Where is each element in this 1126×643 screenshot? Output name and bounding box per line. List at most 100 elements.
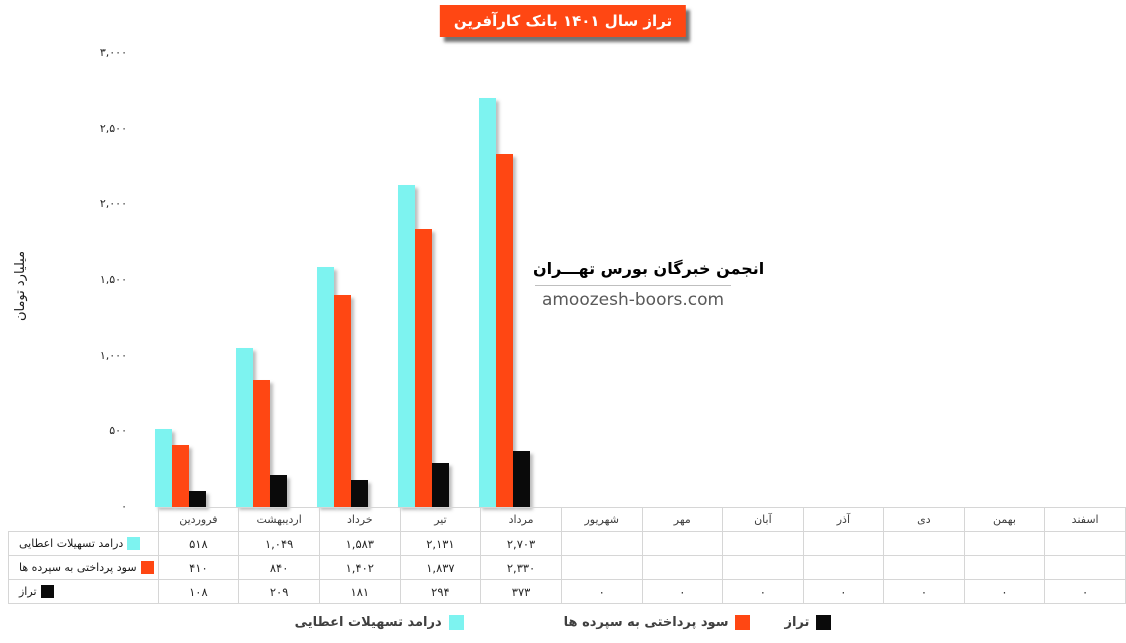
value-cell xyxy=(641,531,724,556)
value-cell xyxy=(560,531,643,556)
value-cell xyxy=(722,555,804,580)
value-cell: ۲,۷۰۳ xyxy=(480,531,562,556)
bar-series1-month1 xyxy=(253,380,270,507)
value-cell: ۱,۴۰۲ xyxy=(319,555,401,580)
value-cell: ۲۹۴ xyxy=(399,579,482,604)
bar-series0-month1 xyxy=(236,348,253,507)
series-label: درامد تسهیلات اعطایی xyxy=(19,537,124,550)
value-cell: ۰ xyxy=(883,579,965,604)
month-header-cell: مهر xyxy=(641,507,724,532)
month-header-cell: مرداد xyxy=(480,507,562,532)
value-cell xyxy=(963,555,1046,580)
month-header-cell: خرداد xyxy=(319,507,401,532)
bar-series2-month2 xyxy=(351,480,368,507)
value-cell: ۲,۳۳۰ xyxy=(480,555,562,580)
series-swatch-icon xyxy=(127,537,141,550)
series-swatch-icon xyxy=(140,561,154,574)
series-header-cell: تراز xyxy=(8,579,159,604)
bar-series2-month1 xyxy=(270,475,287,507)
watermark-url: amoozesh-boors.com xyxy=(541,290,725,310)
legend-swatch-icon xyxy=(448,614,464,630)
value-cell: ۰ xyxy=(802,579,885,604)
month-header-cell: شهریور xyxy=(560,507,643,532)
month-header-cell: آذر xyxy=(802,507,885,532)
bar-series1-month4 xyxy=(496,154,513,507)
bar-series2-month0 xyxy=(189,491,206,507)
series-label: تراز xyxy=(19,585,37,598)
month-header-cell: دی xyxy=(883,507,965,532)
value-cell: ۳۷۳ xyxy=(480,579,562,604)
series-swatch-icon xyxy=(40,585,54,598)
data-table: فروردین اردیبهشت خرداد تیر مرداد شهریور مهر آبا… xyxy=(8,507,1126,604)
bar-series0-month0 xyxy=(155,429,172,507)
bar-series1-month2 xyxy=(334,295,351,507)
value-cell xyxy=(722,531,804,556)
y-axis-title: میلیارد تومان xyxy=(13,250,28,322)
value-cell xyxy=(641,555,724,580)
legend-swatch-icon xyxy=(735,614,751,630)
series-label: سود پرداختی به سپرده ها xyxy=(19,561,137,574)
y-tick-label: ۲,۵۰۰ xyxy=(99,121,127,135)
legend-item-series0: درامد تسهیلات اعطایی xyxy=(294,614,464,630)
watermark: انجمن خبرگان بورس تهـــران amoozesh-boor… xyxy=(533,259,765,310)
chart-title-banner: تراز سال ۱۴۰۱ بانک کارآفرین xyxy=(439,5,687,37)
legend-item-series1: سود پرداختی به سپرده ها xyxy=(563,614,751,630)
value-cell: ۱,۵۸۳ xyxy=(319,531,401,556)
value-cell: ۱۰۸ xyxy=(157,579,240,604)
table-month-row: فروردین اردیبهشت خرداد تیر مرداد شهریور مهر آبا… xyxy=(9,507,1126,532)
bar-series1-month3 xyxy=(415,229,432,507)
legend-swatch-icon xyxy=(816,614,832,630)
bottom-legend: درامد تسهیلات اعطایی سود پرداختی به سپرده… xyxy=(0,609,1126,635)
series-header-cell: سود پرداختی به سپرده ها xyxy=(8,555,159,580)
value-cell xyxy=(883,531,965,556)
month-header-cell: تیر xyxy=(399,507,482,532)
y-tick-label: ۲,۰۰۰ xyxy=(99,197,127,211)
value-cell xyxy=(963,531,1046,556)
month-header-cell: اسفند xyxy=(1044,507,1126,532)
legend-label: تراز xyxy=(784,614,810,630)
table-row-series0: درامد تسهیلات اعطایی ۵۱۸ ۱,۰۴۹ ۱,۵۸۳ ۲,۱۳۱ ۲,… xyxy=(8,531,1126,556)
bar-series0-month4 xyxy=(479,98,496,507)
value-cell: ۰ xyxy=(560,579,643,604)
month-header-cell: آبان xyxy=(722,507,804,532)
table-corner-cell xyxy=(9,508,159,532)
value-cell xyxy=(560,555,643,580)
month-header-cell: بهمن xyxy=(963,507,1046,532)
table-body: فروردین اردیبهشت خرداد تیر مرداد شهریور مهر آبا… xyxy=(8,507,1126,604)
y-tick-label: ۱,۰۰۰ xyxy=(99,348,127,362)
y-tick-label: ۱,۵۰۰ xyxy=(99,273,127,286)
value-cell: ۰ xyxy=(1044,579,1126,604)
value-cell xyxy=(802,555,885,580)
bar-series2-month3 xyxy=(432,463,449,507)
value-cell: ۲,۱۳۱ xyxy=(399,531,482,556)
value-cell xyxy=(802,531,885,556)
value-cell: ۰ xyxy=(963,579,1046,604)
value-cell: ۱,۰۴۹ xyxy=(238,531,320,556)
month-header-cell: اردیبهشت xyxy=(238,507,320,532)
bar-series0-month2 xyxy=(317,267,334,507)
month-header-cell: فروردین xyxy=(157,507,240,532)
watermark-title: انجمن خبرگان بورس تهـــران xyxy=(533,259,765,278)
value-cell: ۱۸۱ xyxy=(319,579,401,604)
value-cell: ۰ xyxy=(641,579,724,604)
series-header-cell: درامد تسهیلات اعطایی xyxy=(8,531,159,556)
table-row-series1: سود پرداختی به سپرده ها ۴۱۰ ۸۴۰ ۱,۴۰۲ ۱,۸۳۷ ۲… xyxy=(8,555,1126,580)
value-cell: ۴۱۰ xyxy=(157,555,240,580)
legend-item-series2: تراز xyxy=(784,614,832,630)
table-row-series2: تراز ۱۰۸ ۲۰۹ ۱۸۱ ۲۹۴ ۳۷۳ ۰ ۰ ۰ ۰ ۰ ۰ ۰ xyxy=(8,579,1126,604)
legend-label: درامد تسهیلات اعطایی xyxy=(294,614,442,630)
value-cell: ۲۰۹ xyxy=(238,579,320,604)
value-cell: ۱,۸۳۷ xyxy=(399,555,482,580)
watermark-divider xyxy=(535,285,731,286)
bar-series1-month0 xyxy=(172,445,189,507)
bar-series0-month3 xyxy=(398,185,415,507)
value-cell xyxy=(1044,531,1126,556)
y-tick-label: ۰ xyxy=(121,500,127,513)
value-cell: ۸۴۰ xyxy=(238,555,320,580)
value-cell xyxy=(883,555,965,580)
value-cell xyxy=(1044,555,1126,580)
value-cell: ۰ xyxy=(722,579,804,604)
y-tick-label: ۵۰۰ xyxy=(109,424,127,438)
legend-label: سود پرداختی به سپرده ها xyxy=(563,614,729,630)
bar-series2-month4 xyxy=(513,451,530,507)
